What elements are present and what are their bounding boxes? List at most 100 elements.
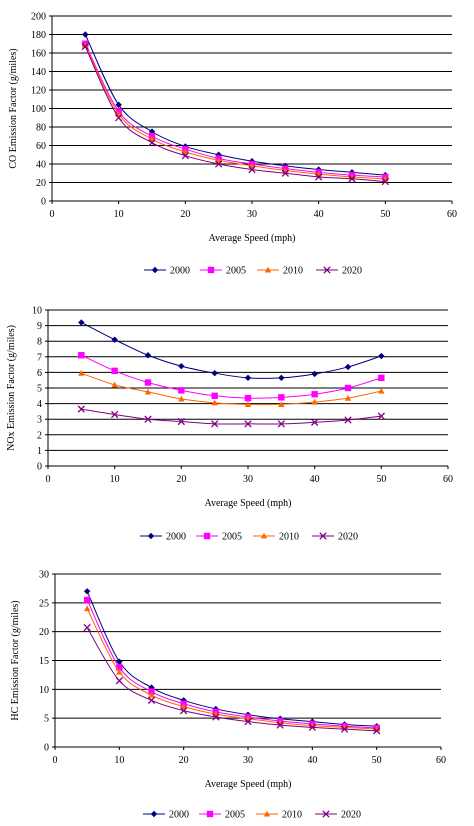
series-2005-point (344, 384, 352, 392)
series-2020-point (315, 173, 323, 181)
x-tick-label: 40 (314, 209, 324, 220)
series-2000-line (84, 34, 386, 176)
legend-marker (151, 266, 159, 274)
series-2005-point (311, 391, 318, 398)
series-2010 (83, 605, 380, 732)
series-2005 (82, 40, 389, 181)
series-2005-line (86, 599, 377, 729)
series-2020-point (111, 410, 119, 419)
x-tick-label: 20 (180, 209, 190, 220)
chart-2: 0 1 2 3 4 5 6 7 8 9 10 0 10 20 30 40 50 60 Average Speed (… (6, 306, 453, 543)
series-2005-point (278, 394, 285, 401)
series-2020-point (215, 160, 223, 168)
y-tick-label: 0 (41, 197, 46, 208)
legend-marker (323, 266, 331, 274)
y-tick-label: 140 (31, 67, 46, 78)
y-tick-label: 20 (39, 627, 49, 638)
series-2010-point (111, 381, 118, 388)
series-2000-point (83, 588, 91, 595)
series-2010-point (148, 135, 156, 142)
x-tick-label: 60 (443, 474, 453, 485)
series-2020-point (348, 175, 356, 183)
series-2005-point (378, 374, 385, 382)
series-2000-line (81, 322, 382, 379)
series-2020 (77, 405, 385, 428)
x-tick-label: 40 (307, 755, 317, 766)
series-2010-point (144, 388, 152, 395)
series-2020-point (115, 114, 123, 122)
series-2010-line (84, 45, 386, 180)
series-2010-line (81, 372, 382, 406)
series-2010-point (116, 668, 123, 675)
y-tick-label: 3 (37, 415, 42, 426)
x-tick-label: 40 (310, 474, 320, 485)
y-tick-label: 60 (36, 141, 46, 152)
series-2010-point (244, 401, 252, 407)
series-2020-point (177, 417, 185, 426)
series-2010-point (211, 399, 218, 406)
x-tick-label: 0 (50, 209, 55, 220)
series-2005-line (81, 354, 382, 399)
y-tick-label: 1 (37, 446, 42, 457)
series-2000-point (148, 684, 155, 691)
series-2010-point (180, 703, 187, 710)
x-tick-label: 30 (243, 474, 253, 485)
series-2020-point (115, 677, 123, 685)
series-2010-point (215, 157, 222, 163)
series-2000-point (116, 658, 123, 665)
y-tick-label: 5 (37, 384, 42, 395)
y-tick-label: 6 (37, 368, 42, 379)
y-tick-label: 120 (31, 86, 46, 97)
legend-marker (147, 532, 155, 540)
x-tick-label: 30 (247, 209, 257, 220)
legend-label: 2020 (341, 810, 361, 821)
legend-label: 2005 (226, 266, 246, 277)
series-2000-point (115, 101, 122, 108)
legend-label: 2000 (169, 810, 189, 821)
series-2020-point (244, 420, 252, 428)
y-tick-label: 10 (39, 685, 49, 696)
series-2010-line (86, 608, 377, 730)
y-tick-label: 15 (39, 656, 49, 667)
series-2020-point (212, 713, 220, 721)
series-2020-point (181, 152, 189, 160)
series-2020-point (311, 418, 319, 426)
series-2020-point (244, 717, 252, 726)
series-2005-point (148, 688, 155, 695)
y-tick-label: 30 (39, 570, 49, 581)
series-2010-point (182, 148, 189, 155)
y-axis-label: HC Emission Factor (g/miles) (10, 600, 21, 720)
series-2000-point (344, 363, 352, 371)
y-tick-label: 0 (37, 462, 42, 473)
series-2000-point (178, 362, 185, 370)
legend-marker (206, 810, 214, 818)
legend-label: 2005 (222, 532, 242, 543)
series-2020-line (86, 627, 377, 732)
x-tick-label: 60 (436, 755, 446, 766)
series-2010-point (309, 722, 316, 729)
series-2000-point (244, 374, 252, 382)
y-tick-label: 2 (37, 430, 42, 441)
y-tick-label: 10 (32, 306, 42, 317)
series-2010-point (373, 725, 380, 732)
series-2010-point (278, 401, 285, 407)
series-2010-point (178, 395, 185, 402)
series-2020-point (77, 405, 85, 413)
y-tick-label: 25 (39, 598, 49, 609)
y-tick-label: 20 (36, 178, 46, 189)
y-tick-label: 160 (31, 49, 46, 60)
legend-marker (203, 532, 211, 540)
y-tick-label: 80 (36, 123, 46, 134)
series-2020-point (248, 165, 256, 174)
legend-label: 2000 (170, 266, 190, 277)
x-tick-label: 10 (114, 209, 124, 220)
series-2000 (83, 588, 380, 730)
series-2000-line (86, 591, 377, 727)
x-tick-label: 20 (176, 474, 186, 485)
series-2020-point (147, 696, 156, 704)
series-2000-point (78, 319, 85, 326)
y-tick-label: 200 (31, 12, 46, 23)
legend-marker (319, 532, 327, 540)
